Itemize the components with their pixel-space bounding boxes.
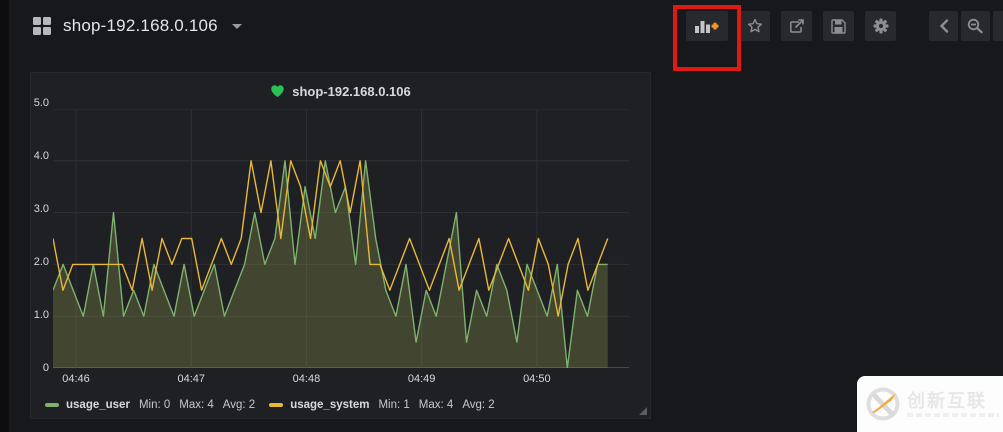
star-button[interactable]	[739, 11, 770, 41]
x-tick: 04:47	[177, 373, 205, 385]
x-tick: 04:46	[62, 373, 90, 385]
dashboard-title: shop-192.168.0.106	[63, 16, 218, 35]
legend-min: Min: 0	[138, 399, 171, 411]
x-tick: 04:50	[523, 373, 551, 385]
legend-max: Max: 4	[179, 399, 214, 411]
save-button[interactable]	[823, 11, 854, 41]
legend-series-name[interactable]: usage_user	[66, 399, 130, 411]
save-icon	[831, 18, 846, 34]
dashboard-grid-icon	[33, 17, 51, 35]
chevron-down-icon	[231, 23, 242, 29]
chart-svg	[52, 108, 629, 369]
share-button[interactable]	[781, 11, 812, 41]
legend-swatch-usage-user[interactable]	[45, 403, 59, 407]
legend-avg: Avg: 2	[462, 399, 495, 411]
x-tick: 04:48	[292, 373, 321, 385]
navbar: shop-192.168.0.106	[9, 0, 1003, 71]
y-axis: 5.0 4.0 3.0 2.0 1.0 0	[31, 97, 49, 374]
y-tick: 0	[42, 362, 49, 374]
add-panel-button[interactable]	[686, 11, 728, 41]
star-icon	[747, 18, 762, 33]
time-forward-button[interactable]	[993, 11, 1003, 41]
x-axis: 04:46 04:47 04:48 04:49 04:50	[53, 373, 629, 389]
y-tick: 4.0	[33, 150, 49, 162]
graph-panel: shop-192.168.0.106 5.0 4.0 3.0 2.0 1.0 0…	[30, 72, 651, 419]
toolbar	[686, 11, 1003, 41]
legend-min: Min: 1	[378, 399, 410, 411]
legend-max: Max: 4	[418, 399, 454, 411]
settings-button[interactable]	[865, 11, 896, 41]
y-tick: 1.0	[33, 309, 49, 321]
legend-item-usage-user: usage_user Min: 0 Max: 4 Avg: 2	[45, 399, 255, 411]
watermark-subtext-line	[907, 412, 999, 417]
y-tick: 5.0	[33, 97, 49, 109]
zoom-out-button[interactable]	[961, 11, 990, 41]
add-panel-icon	[695, 21, 719, 33]
y-tick: 2.0	[33, 256, 49, 268]
chevron-left-icon	[939, 19, 948, 33]
chart-plot-area[interactable]	[52, 108, 629, 369]
watermark-logo-icon	[866, 387, 900, 421]
y-tick: 3.0	[33, 203, 49, 215]
panel-title[interactable]: shop-192.168.0.106	[31, 81, 650, 101]
time-back-button[interactable]	[929, 11, 958, 41]
watermark: 创新互联	[857, 376, 1003, 432]
side-menu-strip[interactable]	[0, 0, 9, 432]
legend-swatch-usage-system[interactable]	[269, 403, 284, 407]
watermark-text: 创新互联	[907, 390, 987, 411]
x-tick: 04:49	[407, 373, 436, 385]
heart-icon	[271, 85, 284, 98]
panel-resize-handle[interactable]	[639, 407, 647, 415]
legend: usage_user Min: 0 Max: 4 Avg: 2 usage_sy…	[45, 397, 495, 413]
time-nav-group	[929, 11, 1003, 41]
zoom-out-icon	[967, 18, 983, 34]
dashboard-picker[interactable]: shop-192.168.0.106	[9, 0, 256, 52]
gear-icon	[873, 18, 888, 34]
panel-title-text: shop-192.168.0.106	[292, 83, 411, 99]
share-icon	[789, 19, 804, 33]
legend-series-name[interactable]: usage_system	[290, 399, 370, 411]
legend-avg: Avg: 2	[222, 399, 256, 411]
legend-item-usage-system: usage_system Min: 1 Max: 4 Avg: 2	[269, 399, 495, 411]
